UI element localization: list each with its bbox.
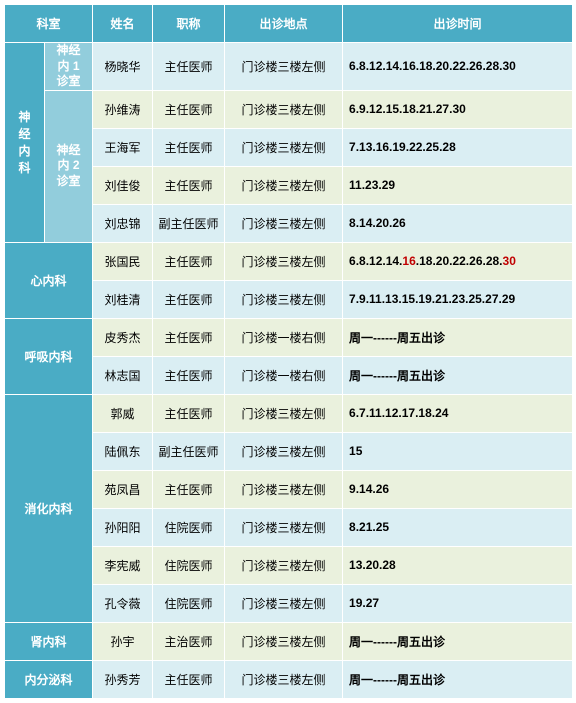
header-row: 科室 姓名 职称 出诊地点 出诊时间 (5, 5, 573, 43)
dept-respiratory: 呼吸内科 (5, 318, 93, 394)
cell-schedule: 6.8.12.14.16.18.20.22.26.28.30 (343, 43, 573, 91)
dept-neurology: 神 经 内 科 (5, 43, 45, 243)
col-location: 出诊地点 (225, 5, 343, 43)
cell-name: 杨晓华 (93, 43, 153, 91)
cell-title: 主任医师 (153, 43, 225, 91)
table-row: 心内科 张国民 主任医师 门诊楼三楼左侧 6.8.12.14.16.18.20.… (5, 242, 573, 280)
col-schedule: 出诊时间 (343, 5, 573, 43)
table-row: 呼吸内科 皮秀杰 主任医师 门诊楼一楼右侧 周一------周五出诊 (5, 318, 573, 356)
table-row: 神 经 内 科 神经 内 1 诊室 杨晓华 主任医师 门诊楼三楼左侧 6.8.1… (5, 43, 573, 91)
subdept-neuro2: 神经 内 2 诊室 (45, 90, 93, 242)
table-row: 内分泌科 孙秀芳 主任医师 门诊楼三楼左侧 周一------周五出诊 (5, 660, 573, 698)
dept-renal: 肾内科 (5, 622, 93, 660)
subdept-neuro1: 神经 内 1 诊室 (45, 43, 93, 91)
table-row: 消化内科 郭威 主任医师 门诊楼三楼左侧 6.7.11.12.17.18.24 (5, 394, 573, 432)
schedule-table: 科室 姓名 职称 出诊地点 出诊时间 神 经 内 科 神经 内 1 诊室 杨晓华… (4, 4, 573, 699)
dept-endocrine: 内分泌科 (5, 660, 93, 698)
dept-cardiology: 心内科 (5, 242, 93, 318)
col-name: 姓名 (93, 5, 153, 43)
cell-schedule: 6.8.12.14.16.18.20.22.26.28.30 (343, 242, 573, 280)
table-row: 肾内科 孙宇 主治医师 门诊楼三楼左侧 周一------周五出诊 (5, 622, 573, 660)
dept-gastro: 消化内科 (5, 394, 93, 622)
col-dept: 科室 (5, 5, 93, 43)
cell-location: 门诊楼三楼左侧 (225, 43, 343, 91)
col-title: 职称 (153, 5, 225, 43)
table-row: 神经 内 2 诊室 孙维涛 主任医师 门诊楼三楼左侧 6.9.12.15.18.… (5, 90, 573, 128)
